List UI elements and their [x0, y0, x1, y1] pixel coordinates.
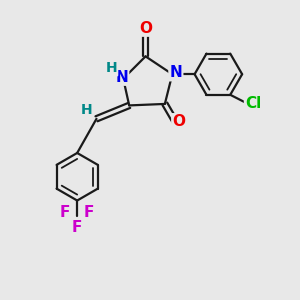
- Text: O: O: [172, 114, 185, 129]
- Text: F: F: [72, 220, 83, 236]
- Text: H: H: [81, 103, 93, 117]
- Text: F: F: [84, 205, 94, 220]
- Text: N: N: [169, 65, 182, 80]
- Text: F: F: [60, 205, 70, 220]
- Text: H: H: [106, 61, 117, 75]
- Text: Cl: Cl: [245, 96, 261, 111]
- Text: N: N: [116, 70, 128, 85]
- Text: O: O: [139, 21, 152, 36]
